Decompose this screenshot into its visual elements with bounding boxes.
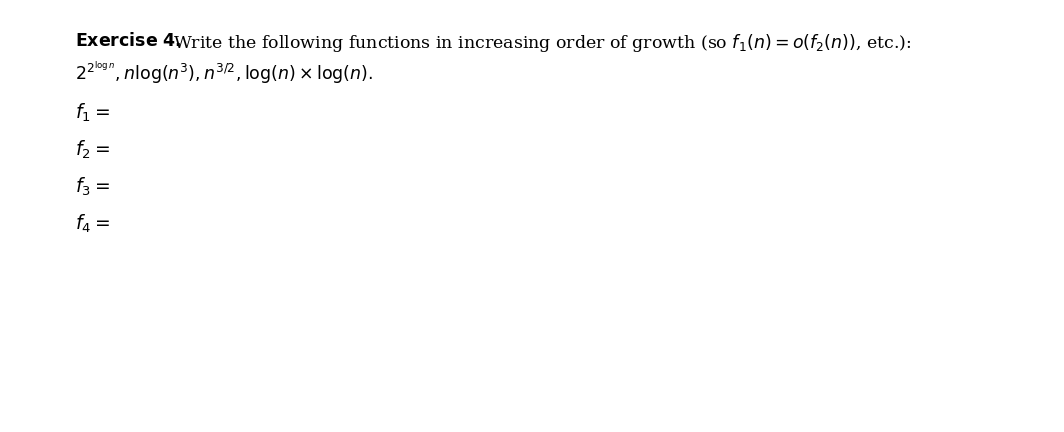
Text: $f_2 =$: $f_2 =$ [74, 139, 110, 161]
Text: $2^{2^{\log n}}, n\log(n^3), n^{3/2}, \log(n) \times \log(n).$: $2^{2^{\log n}}, n\log(n^3), n^{3/2}, \l… [74, 60, 373, 87]
Text: $\mathbf{Exercise\ 4.}$: $\mathbf{Exercise\ 4.}$ [74, 32, 181, 50]
Text: $f_3 =$: $f_3 =$ [74, 176, 110, 198]
Text: $f_1 =$: $f_1 =$ [74, 102, 110, 124]
Text: $f_4 =$: $f_4 =$ [74, 213, 110, 235]
Text: Write the following functions in increasing order of growth (so $f_1(n) = o(f_2(: Write the following functions in increas… [173, 32, 912, 54]
